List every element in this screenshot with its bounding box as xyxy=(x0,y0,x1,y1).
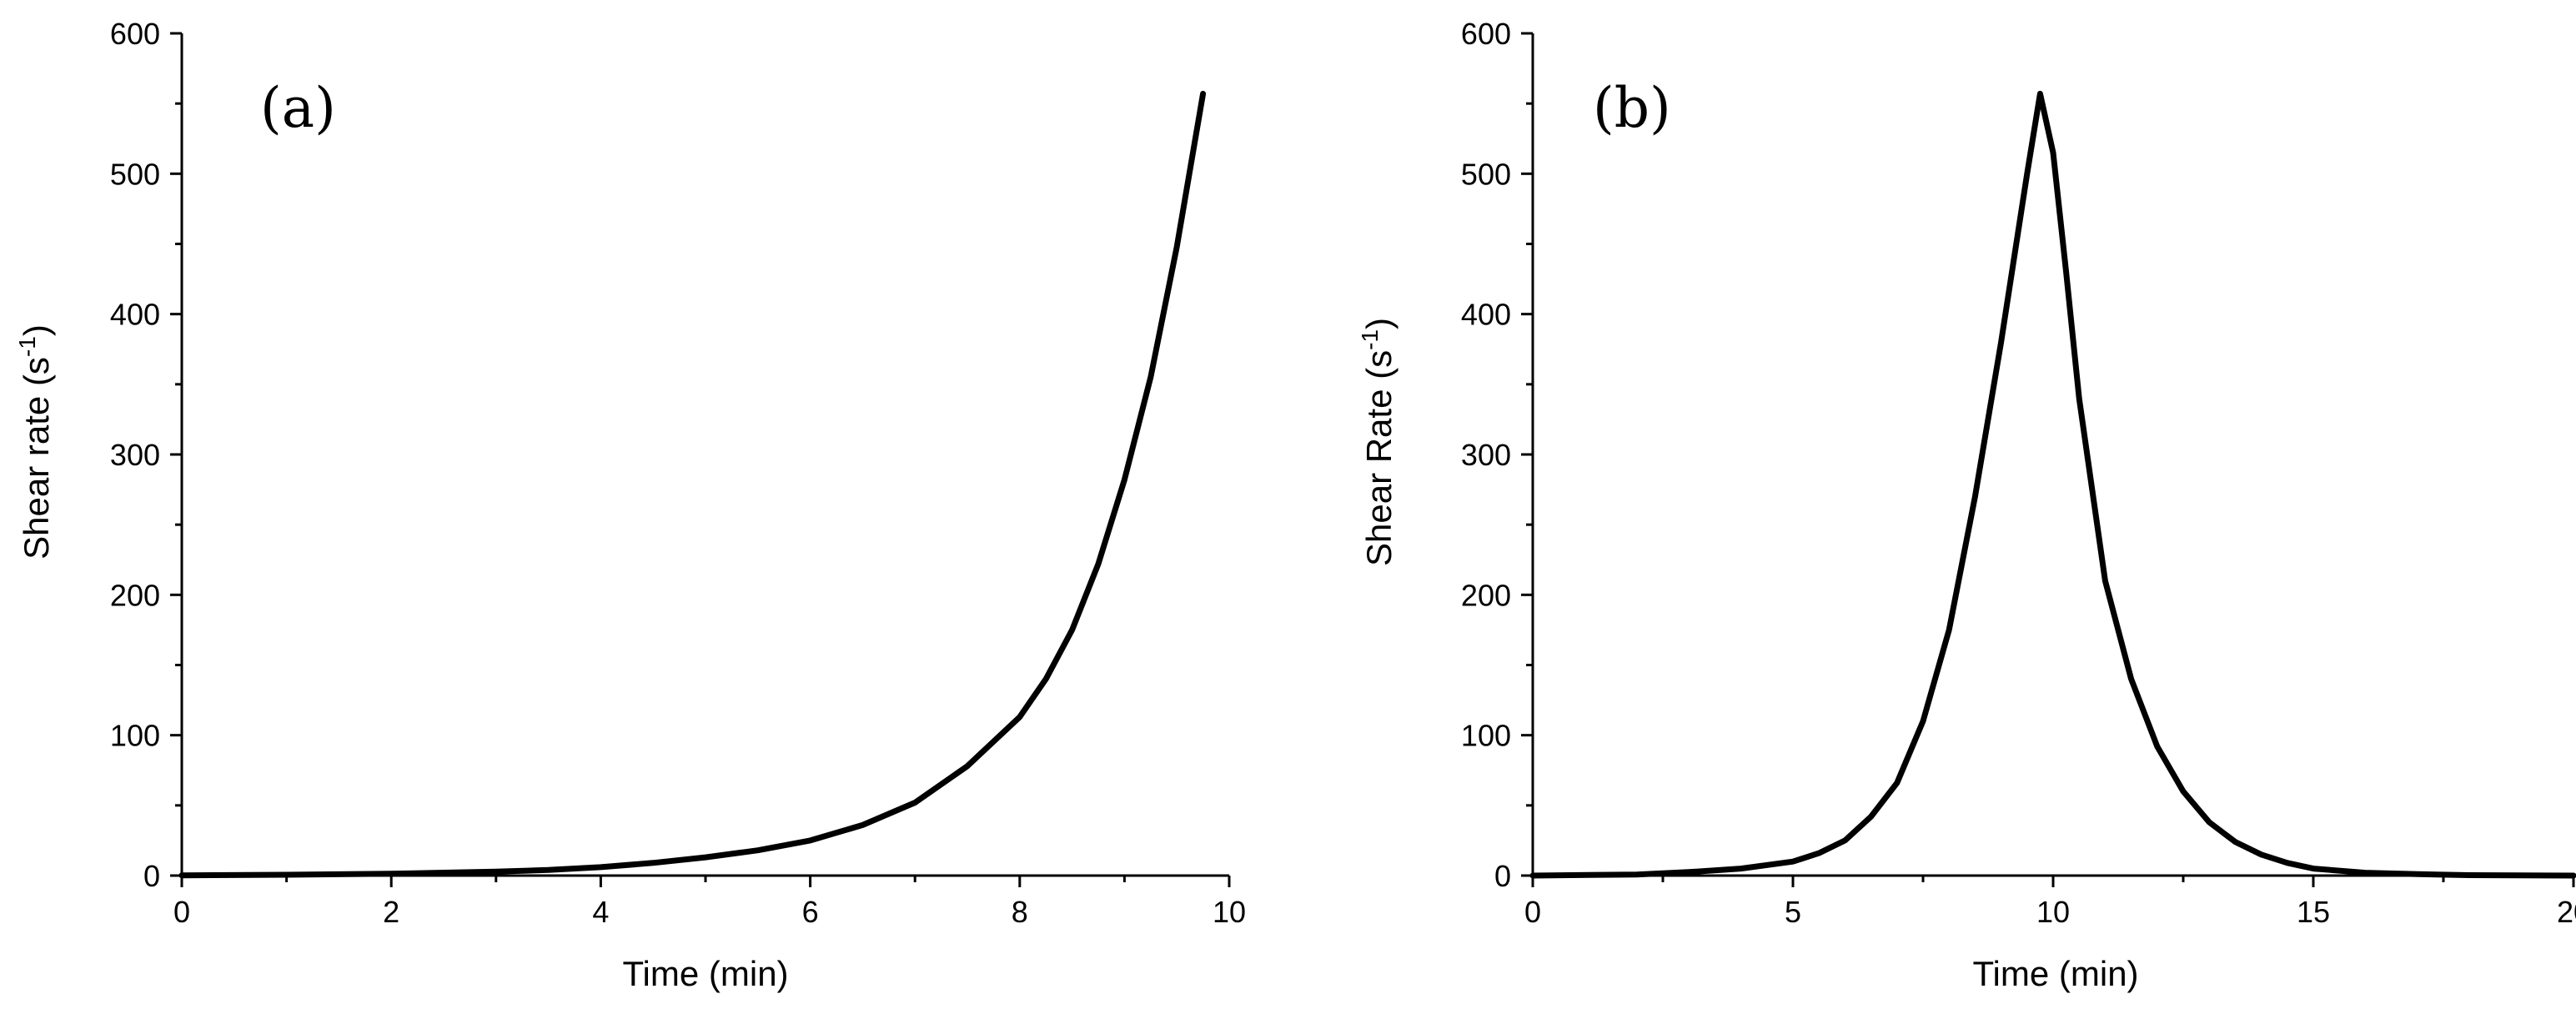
y-tick-label-a: 400 xyxy=(110,298,160,332)
y-tick-label-a: 300 xyxy=(110,438,160,472)
x-tick-label-a: 10 xyxy=(1213,895,1246,929)
x-tick-label-b: 20 xyxy=(2557,895,2576,929)
x-axis-title-b: Time (min) xyxy=(1972,954,2138,993)
y-tick-label-b: 200 xyxy=(1461,578,1511,612)
series-line-a-0 xyxy=(178,90,1207,879)
y-axis-title-b-suffix: ) xyxy=(1359,318,1398,329)
x-tick-label-b: 0 xyxy=(1524,895,1541,929)
y-axis-title-a-sup: -1 xyxy=(14,336,40,357)
x-tick-label-a: 4 xyxy=(592,895,609,929)
y-axis-title-b-main: Shear Rate (s xyxy=(1359,350,1398,566)
y-axis-title-b-sup: -1 xyxy=(1357,329,1383,350)
y-tick-label-b: 0 xyxy=(1494,859,1511,893)
x-tick-label-b: 5 xyxy=(1785,895,1801,929)
panel-label-b: (b) xyxy=(1593,76,1671,140)
y-tick-label-a: 200 xyxy=(110,578,160,612)
x-tick-label-a: 6 xyxy=(802,895,819,929)
panel-a: (a) Time (min) Shear rate (s-1) 0 2 4 6 8 100… xyxy=(14,17,1246,993)
y-axis-title-a-suffix: ) xyxy=(17,324,56,336)
y-tick-label-a: 500 xyxy=(110,157,160,191)
y-axis-title-b: Shear Rate (s-1) xyxy=(1357,318,1398,566)
x-tick-label-a: 2 xyxy=(383,895,399,929)
y-tick-label-b: 500 xyxy=(1461,157,1511,191)
y-tick-label-b: 600 xyxy=(1461,17,1511,51)
x-tick-label-a: 0 xyxy=(173,895,190,929)
y-tick-label-a: 600 xyxy=(110,17,160,51)
y-axis-title-a-main: Shear rate (s xyxy=(17,357,56,560)
y-tick-label-b: 400 xyxy=(1461,298,1511,332)
x-tick-label-a: 8 xyxy=(1012,895,1028,929)
y-tick-label-b: 100 xyxy=(1461,719,1511,753)
x-tick-label-b: 10 xyxy=(2036,895,2070,929)
y-tick-label-a: 0 xyxy=(143,859,160,893)
x-tick-label-b: 15 xyxy=(2297,895,2330,929)
y-axis-title-a: Shear rate (s-1) xyxy=(14,324,56,560)
panel-b: (b) Time (min) Shear Rate (s-1) 0 5 10 15 2 0… xyxy=(1357,17,2576,993)
series-line-b-0 xyxy=(1529,90,2576,879)
panel-label-a: (a) xyxy=(260,76,336,140)
y-tick-label-b: 300 xyxy=(1461,438,1511,472)
x-axis-title-a: Time (min) xyxy=(622,954,788,993)
y-tick-label-a: 100 xyxy=(110,719,160,753)
